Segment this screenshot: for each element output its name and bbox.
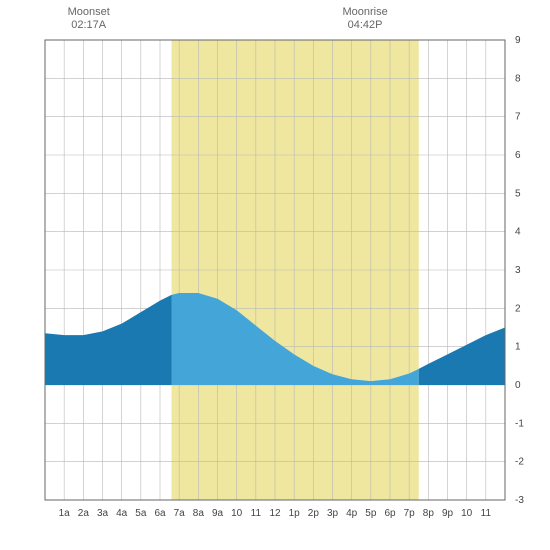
svg-text:11: 11 <box>481 508 492 519</box>
svg-text:8: 8 <box>515 73 521 84</box>
moonset-time: 02:17A <box>59 19 119 32</box>
svg-text:-2: -2 <box>515 457 524 468</box>
svg-text:4p: 4p <box>346 508 358 519</box>
svg-text:3: 3 <box>515 265 521 276</box>
svg-text:3p: 3p <box>327 508 339 519</box>
svg-text:1a: 1a <box>59 508 71 519</box>
svg-text:6p: 6p <box>384 508 396 519</box>
svg-text:7a: 7a <box>174 508 186 519</box>
svg-text:5: 5 <box>515 188 521 199</box>
svg-text:1p: 1p <box>289 508 301 519</box>
svg-text:1: 1 <box>515 342 521 353</box>
svg-text:2: 2 <box>515 303 521 314</box>
svg-text:10: 10 <box>231 508 243 519</box>
svg-text:11: 11 <box>251 508 262 519</box>
chart-svg: 1a2a3a4a5a6a7a8a9a1011121p2p3p4p5p6p7p8p… <box>0 0 550 550</box>
tide-chart: Moonset 02:17A Moonrise 04:42P 1a 2a 3a 4a 5… <box>0 0 550 550</box>
moonrise-label: Moonrise 04:42P <box>335 6 395 32</box>
svg-text:2p: 2p <box>308 508 320 519</box>
svg-text:8a: 8a <box>193 508 205 519</box>
svg-text:6a: 6a <box>154 508 166 519</box>
svg-text:5p: 5p <box>365 508 377 519</box>
svg-text:-3: -3 <box>515 495 524 506</box>
svg-text:4a: 4a <box>116 508 128 519</box>
moonset-label: Moonset 02:17A <box>59 6 119 32</box>
svg-text:5a: 5a <box>135 508 147 519</box>
svg-text:0: 0 <box>515 380 521 391</box>
moonrise-time: 04:42P <box>335 19 395 32</box>
moonrise-title: Moonrise <box>335 6 395 19</box>
svg-text:9: 9 <box>515 35 521 46</box>
svg-text:3a: 3a <box>97 508 109 519</box>
svg-text:8p: 8p <box>423 508 435 519</box>
svg-text:2a: 2a <box>78 508 90 519</box>
moonset-title: Moonset <box>59 6 119 19</box>
svg-text:9p: 9p <box>442 508 454 519</box>
svg-text:9a: 9a <box>212 508 224 519</box>
svg-text:7: 7 <box>515 112 521 123</box>
svg-text:7p: 7p <box>404 508 416 519</box>
svg-text:4: 4 <box>515 227 521 238</box>
svg-text:-1: -1 <box>515 418 524 429</box>
svg-text:10: 10 <box>461 508 473 519</box>
svg-text:6: 6 <box>515 150 521 161</box>
svg-text:12: 12 <box>269 508 281 519</box>
